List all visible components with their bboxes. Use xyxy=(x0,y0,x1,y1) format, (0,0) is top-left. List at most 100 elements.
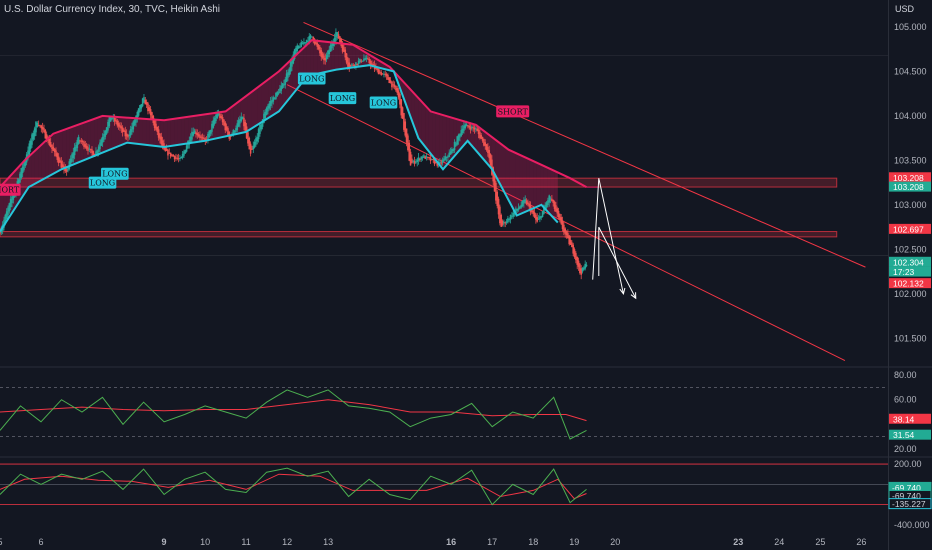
signal-label-text: LONG xyxy=(90,179,115,188)
candle-body xyxy=(511,216,513,218)
ma-ribbon-segment xyxy=(362,50,367,67)
channel-lower-line xyxy=(286,84,846,361)
candles-group xyxy=(0,28,588,280)
candle-body xyxy=(167,149,169,156)
candle-body xyxy=(279,88,281,94)
candle-body xyxy=(49,141,52,147)
ma-ribbon-segment xyxy=(498,142,503,188)
candle-body xyxy=(428,157,431,159)
ma-ribbon-segment xyxy=(352,44,356,68)
candle-body xyxy=(192,131,195,136)
candle-body xyxy=(111,117,113,120)
candle-body xyxy=(317,44,320,50)
signal-label-text: LONG xyxy=(102,170,127,179)
candle-body xyxy=(447,156,449,158)
ma-ribbon-segment xyxy=(184,116,189,144)
candle-body xyxy=(276,91,279,96)
candle-body xyxy=(97,146,100,152)
candle-body xyxy=(269,101,272,106)
candle-body xyxy=(444,156,447,160)
ma-ribbon-segment xyxy=(404,82,408,110)
ma-ribbon-segment xyxy=(142,118,147,145)
candle-body xyxy=(187,140,189,149)
candle-body xyxy=(315,41,317,45)
candle-body xyxy=(445,157,448,159)
candle-body xyxy=(495,182,497,201)
candle-body xyxy=(20,168,23,179)
candle-body xyxy=(297,45,300,49)
candle-body xyxy=(169,152,172,157)
candle-body xyxy=(77,136,80,145)
candle-body xyxy=(525,200,528,205)
candle-body xyxy=(517,207,520,210)
candle-body xyxy=(455,143,457,147)
candle-body xyxy=(500,214,503,227)
candle-body xyxy=(296,45,299,52)
candle-body xyxy=(443,158,445,162)
candle-body xyxy=(39,125,41,127)
candle-body xyxy=(28,143,31,155)
candle-body xyxy=(559,214,561,221)
candle-body xyxy=(289,61,292,72)
time-tick-label: 6 xyxy=(39,537,44,547)
candle-body xyxy=(468,125,471,128)
candle-body xyxy=(251,148,253,150)
candle-body xyxy=(293,49,296,60)
candle-body xyxy=(508,219,511,221)
candle-body xyxy=(349,65,352,67)
candle-body xyxy=(17,179,20,186)
candle-body xyxy=(135,116,137,123)
candle-body xyxy=(35,121,37,133)
ma-ribbon-segment xyxy=(414,94,419,139)
candle-body xyxy=(396,88,399,93)
cci-line xyxy=(0,467,587,506)
candle-body xyxy=(104,130,107,137)
candle-body xyxy=(225,126,228,130)
candle-body xyxy=(117,123,120,127)
ma-ribbon-segment xyxy=(31,150,35,186)
ma-ribbon-segment xyxy=(177,117,182,145)
candle-body xyxy=(523,199,525,204)
ma-ribbon-segment xyxy=(526,157,530,212)
candle-body xyxy=(61,164,64,168)
candle-body xyxy=(381,73,384,75)
candle-body xyxy=(119,124,121,128)
ma-ribbon-segment xyxy=(62,128,67,169)
candle-body xyxy=(175,157,177,159)
candle-body xyxy=(56,153,59,160)
ma-ribbon-segment xyxy=(66,127,70,168)
candle-body xyxy=(469,126,472,130)
candle-body xyxy=(335,32,337,41)
time-tick-label: 23 xyxy=(733,537,743,547)
candle-body xyxy=(255,138,257,145)
time-tick-label: 26 xyxy=(856,537,866,547)
candle-body xyxy=(376,67,379,71)
candle-body xyxy=(480,135,483,139)
candle-body xyxy=(413,160,416,164)
candle-body xyxy=(125,133,128,137)
candle-body xyxy=(64,167,67,172)
candle-body xyxy=(219,114,221,119)
candle-body xyxy=(417,157,420,161)
candle-body xyxy=(507,218,509,223)
candle-body xyxy=(429,157,432,161)
candle-body xyxy=(372,64,375,66)
candle-body xyxy=(355,62,357,66)
candle-body xyxy=(5,211,8,220)
ma-ribbon-segment xyxy=(540,164,544,208)
rsi-value-text: 38.14 xyxy=(893,414,915,424)
ma-ribbon-segment xyxy=(167,119,171,147)
candle-body xyxy=(277,92,280,94)
candle-body xyxy=(515,208,517,214)
time-tick-label: 19 xyxy=(569,537,579,547)
candle-body xyxy=(560,217,563,224)
rsi-signal-line xyxy=(0,399,587,422)
candle-body xyxy=(569,239,572,245)
ma-ribbon-segment xyxy=(515,153,520,215)
candle-body xyxy=(473,127,476,130)
candle-body xyxy=(467,125,469,127)
candle-body xyxy=(116,120,119,126)
currency-label: USD xyxy=(895,4,915,14)
ma-ribbon-segment xyxy=(453,118,457,158)
